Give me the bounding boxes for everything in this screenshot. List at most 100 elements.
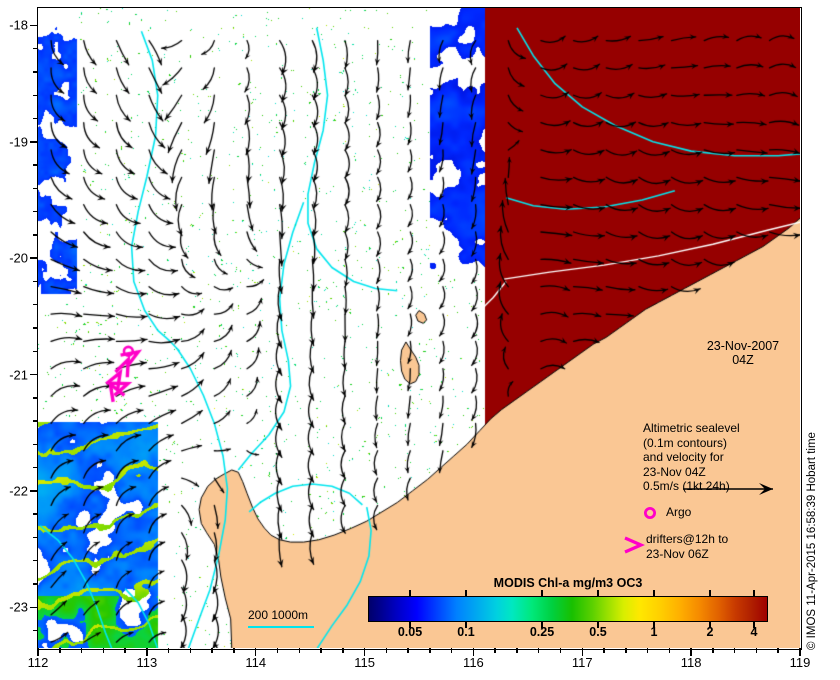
colorbar-tick — [653, 590, 655, 596]
x-tick-minor — [755, 648, 758, 653]
drifter-chevron-icon — [624, 536, 645, 554]
y-tick-label: -23 — [9, 599, 28, 615]
y-tick-label: -22 — [9, 483, 28, 499]
y-tick-minor — [33, 94, 38, 97]
x-tick-minor — [712, 648, 714, 653]
y-tick-minor — [33, 303, 38, 306]
y-tick-major — [30, 373, 38, 376]
colorbar-tick — [409, 622, 411, 628]
x-tick-label: 119 — [789, 655, 811, 670]
x-tick-label: 114 — [245, 655, 267, 670]
colorbar-tick-label: 4 — [750, 625, 758, 639]
date-stamp: 23-Nov-2007 04Z — [706, 339, 780, 367]
y-tick-label: -19 — [9, 134, 28, 150]
x-tick-minor — [189, 648, 192, 653]
colorbar-tick — [753, 590, 755, 596]
x-tick-minor — [668, 648, 671, 653]
x-tick-minor — [124, 648, 126, 653]
x-tick-major — [363, 648, 366, 656]
y-tick-minor — [33, 280, 38, 283]
x-tick-minor — [80, 648, 83, 653]
y-tick-minor — [33, 327, 38, 329]
argo-marker-icon — [644, 507, 656, 519]
y-tick-minor — [33, 536, 38, 539]
x-tick-minor — [777, 648, 779, 653]
drifter-argo-marker-layer — [38, 8, 800, 648]
y-tick-major — [30, 24, 38, 27]
y-tick-minor — [33, 420, 38, 422]
y-tick-label: -21 — [9, 367, 28, 383]
x-tick-minor — [625, 648, 627, 653]
map-plot-area[interactable]: 23-Nov-2007 04Z Altimetric sealevel (0.1… — [37, 7, 802, 650]
x-tick-major — [581, 648, 584, 656]
colorbar-tick — [653, 622, 655, 628]
velocity-scale-arrow-icon — [683, 483, 773, 495]
credit-text: © IMOS 11-Apr-2015 16:58:39 Hobart time — [806, 432, 818, 650]
y-tick-label: -20 — [9, 250, 28, 266]
y-tick-minor — [33, 466, 38, 469]
y-tick-minor — [33, 71, 38, 73]
colorbar-tick-label: 0.25 — [529, 625, 555, 639]
bathymetry-legend-line — [248, 626, 314, 628]
x-tick-label: 112 — [27, 655, 49, 670]
x-tick-minor — [342, 648, 344, 653]
x-tick-major — [472, 648, 475, 656]
argo-legend-label: Argo — [666, 505, 692, 519]
colorbar-tick-label: 2 — [706, 625, 714, 639]
x-tick-minor — [407, 648, 409, 653]
x-tick-minor — [516, 648, 518, 653]
x-tick-major — [37, 648, 39, 656]
colorbar-tick — [709, 590, 711, 596]
y-tick-label: -18 — [9, 17, 28, 33]
y-tick-major — [30, 257, 38, 259]
x-tick-major — [146, 648, 148, 656]
drifters-legend-label: drifters@12h to 23-Nov 06Z — [646, 532, 729, 561]
x-tick-minor — [276, 648, 279, 653]
y-tick-major — [30, 606, 38, 609]
x-tick-major — [254, 648, 257, 656]
y-tick-minor — [33, 559, 38, 562]
y-tick-minor — [33, 397, 38, 399]
y-tick-minor — [33, 583, 38, 585]
x-tick-label: 118 — [680, 655, 702, 670]
x-tick-minor — [537, 648, 540, 653]
y-tick-minor — [33, 513, 38, 515]
y-tick-minor — [33, 350, 38, 353]
colorbar-tick — [597, 622, 599, 628]
x-tick-minor — [450, 648, 453, 653]
colorbar-tick — [597, 590, 599, 596]
x-tick-label: 117 — [571, 655, 593, 670]
x-tick-minor — [320, 648, 322, 653]
x-tick-minor — [559, 648, 562, 653]
x-tick-label: 116 — [463, 655, 484, 670]
colorbar-tick-label: 0.05 — [397, 625, 423, 639]
y-tick-minor — [33, 117, 38, 120]
colorbar-tick — [465, 590, 467, 596]
x-tick-minor — [211, 648, 213, 653]
colorbar-tick-label: 0.1 — [457, 625, 475, 639]
colorbar: MODIS Chl-a mg/m3 OC3 0.05 0.1 0.25 0.5 1 2 4 — [368, 576, 768, 639]
x-tick-major — [799, 648, 801, 656]
colorbar-tick — [541, 622, 543, 628]
colorbar-tick — [753, 622, 755, 628]
colorbar-gradient — [368, 596, 768, 622]
x-tick-minor — [59, 648, 61, 653]
x-tick-minor — [298, 648, 300, 653]
bathymetry-legend-label: 200 1000m — [248, 608, 309, 622]
colorbar-tick-label: 1 — [650, 625, 658, 639]
colorbar-title: MODIS Chl-a mg/m3 OC3 — [493, 576, 643, 590]
x-tick-minor — [733, 648, 736, 653]
y-tick-minor — [33, 234, 38, 236]
x-tick-minor — [429, 648, 431, 653]
x-tick-minor — [603, 648, 605, 653]
colorbar-tick — [465, 622, 467, 628]
y-tick-minor — [33, 164, 38, 166]
x-tick-minor — [233, 648, 235, 653]
colorbar-tick — [709, 622, 711, 628]
y-tick-minor — [33, 187, 38, 190]
y-tick-minor — [33, 629, 38, 632]
x-tick-minor — [385, 648, 388, 653]
y-tick-minor — [33, 47, 38, 50]
legend-description: Altimetric sealevel (0.1m contours) and … — [643, 421, 740, 493]
x-tick-minor — [646, 648, 649, 653]
